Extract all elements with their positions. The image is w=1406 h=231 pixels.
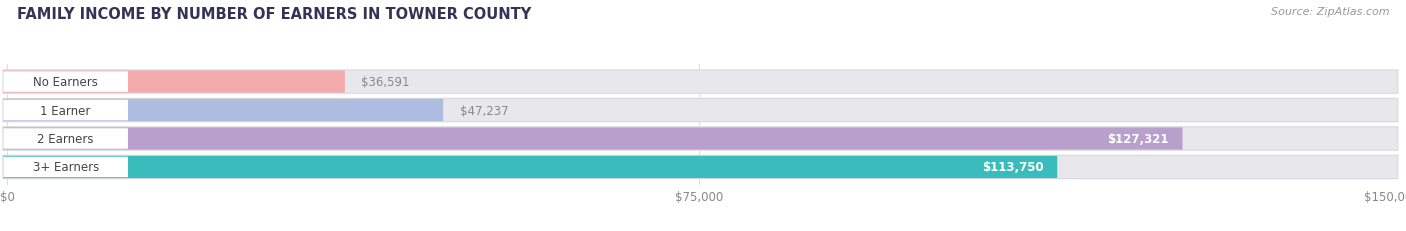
Text: $127,321: $127,321	[1107, 132, 1168, 145]
FancyBboxPatch shape	[3, 128, 1398, 150]
FancyBboxPatch shape	[3, 71, 1398, 93]
Text: 1 Earner: 1 Earner	[41, 104, 91, 117]
FancyBboxPatch shape	[3, 157, 128, 177]
FancyBboxPatch shape	[3, 100, 443, 122]
FancyBboxPatch shape	[3, 127, 1399, 151]
FancyBboxPatch shape	[3, 98, 1399, 123]
FancyBboxPatch shape	[3, 156, 1398, 178]
FancyBboxPatch shape	[3, 156, 1057, 178]
Text: $113,750: $113,750	[981, 161, 1043, 174]
Text: $47,237: $47,237	[460, 104, 509, 117]
Text: $36,591: $36,591	[361, 76, 411, 89]
FancyBboxPatch shape	[3, 128, 1182, 150]
Text: 3+ Earners: 3+ Earners	[32, 161, 98, 174]
Text: No Earners: No Earners	[34, 76, 98, 89]
Text: FAMILY INCOME BY NUMBER OF EARNERS IN TOWNER COUNTY: FAMILY INCOME BY NUMBER OF EARNERS IN TO…	[17, 7, 531, 22]
FancyBboxPatch shape	[3, 100, 128, 121]
FancyBboxPatch shape	[3, 71, 344, 93]
FancyBboxPatch shape	[3, 70, 1399, 94]
Text: Source: ZipAtlas.com: Source: ZipAtlas.com	[1271, 7, 1389, 17]
Text: 2 Earners: 2 Earners	[38, 132, 94, 145]
FancyBboxPatch shape	[3, 129, 128, 149]
FancyBboxPatch shape	[3, 72, 128, 92]
FancyBboxPatch shape	[3, 100, 1398, 122]
FancyBboxPatch shape	[3, 155, 1399, 179]
